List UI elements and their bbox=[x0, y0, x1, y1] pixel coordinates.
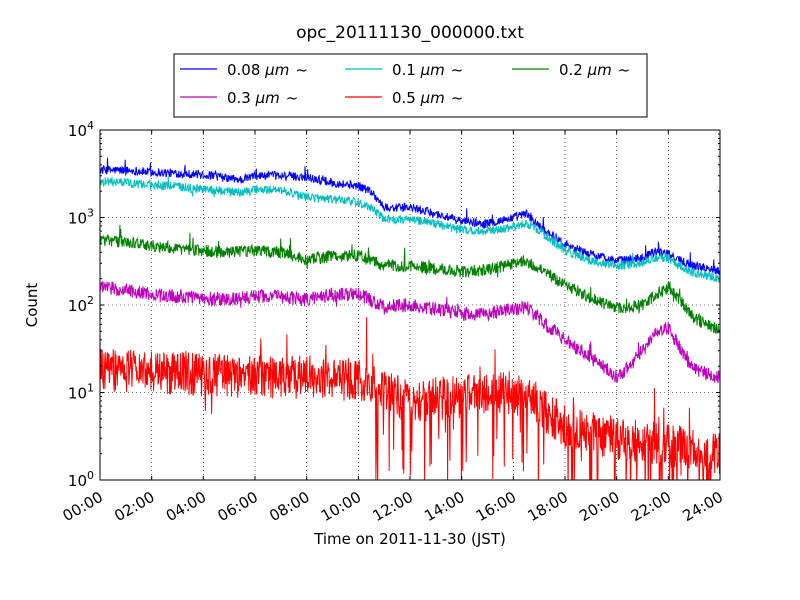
series-line bbox=[100, 317, 720, 480]
y-tick-exponent: 0 bbox=[87, 469, 94, 482]
legend-frame bbox=[173, 53, 648, 118]
legend-label-value: 0.08 bbox=[227, 61, 265, 79]
legend-label-unit: μm bbox=[255, 89, 280, 107]
legend-entry: 0.08 μm ~ bbox=[180, 61, 308, 79]
plot-area bbox=[99, 129, 721, 481]
y-tick-label: 104 bbox=[68, 119, 94, 140]
y-tick-exponent: 3 bbox=[87, 207, 94, 220]
legend-label-suffix: ~ bbox=[295, 61, 308, 79]
chart-title: opc_20111130_000000.txt bbox=[296, 23, 524, 43]
series-line bbox=[100, 176, 720, 283]
series-line bbox=[100, 281, 720, 384]
legend-label: 0.2 μm ~ bbox=[559, 61, 630, 79]
y-tick-base: 10 bbox=[68, 210, 87, 228]
y-tick-label: 100 bbox=[68, 469, 94, 490]
legend: 0.08 μm ~0.1 μm ~0.2 μm ~0.3 μm ~0.5 μm ~ bbox=[173, 53, 648, 118]
legend-entry: 0.3 μm ~ bbox=[180, 89, 298, 107]
legend-label-value: 0.1 bbox=[392, 61, 421, 79]
y-tick-base: 10 bbox=[68, 385, 87, 403]
legend-entry: 0.1 μm ~ bbox=[345, 61, 463, 79]
series-line bbox=[100, 224, 720, 334]
y-tick-exponent: 4 bbox=[87, 119, 94, 132]
legend-label-unit: μm bbox=[264, 61, 289, 79]
legend-label-suffix: ~ bbox=[618, 61, 631, 79]
legend-label: 0.1 μm ~ bbox=[392, 61, 463, 79]
legend-entry: 0.2 μm ~ bbox=[512, 61, 630, 79]
y-tick-exponent: 2 bbox=[87, 294, 94, 307]
legend-label-value: 0.2 bbox=[559, 61, 588, 79]
legend-label-unit: μm bbox=[587, 61, 612, 79]
y-tick-base: 10 bbox=[68, 122, 87, 140]
y-tick-label: 103 bbox=[68, 207, 94, 228]
legend-entry: 0.5 μm ~ bbox=[345, 89, 463, 107]
legend-label-unit: μm bbox=[420, 61, 445, 79]
legend-label-value: 0.5 bbox=[392, 89, 421, 107]
y-tick-exponent: 1 bbox=[87, 382, 94, 395]
y-tick-base: 10 bbox=[68, 297, 87, 315]
x-axis-label: Time on 2011-11-30 (JST) bbox=[313, 530, 506, 548]
legend-label-suffix: ~ bbox=[451, 61, 464, 79]
legend-label-unit: μm bbox=[420, 89, 445, 107]
y-tick-base: 10 bbox=[68, 472, 87, 490]
legend-label: 0.5 μm ~ bbox=[392, 89, 463, 107]
legend-label: 0.3 μm ~ bbox=[227, 89, 298, 107]
legend-label-suffix: ~ bbox=[451, 89, 464, 107]
series-layer bbox=[100, 157, 720, 480]
series-line bbox=[100, 157, 720, 276]
ticks bbox=[99, 129, 721, 481]
legend-entries: 0.08 μm ~0.1 μm ~0.2 μm ~0.3 μm ~0.5 μm ~ bbox=[180, 61, 630, 107]
y-tick-label: 102 bbox=[68, 294, 94, 315]
y-tick-label: 101 bbox=[68, 382, 94, 403]
y-axis-label: Count bbox=[23, 283, 41, 328]
legend-label-value: 0.3 bbox=[227, 89, 256, 107]
legend-label-suffix: ~ bbox=[286, 89, 299, 107]
legend-label: 0.08 μm ~ bbox=[227, 61, 308, 79]
